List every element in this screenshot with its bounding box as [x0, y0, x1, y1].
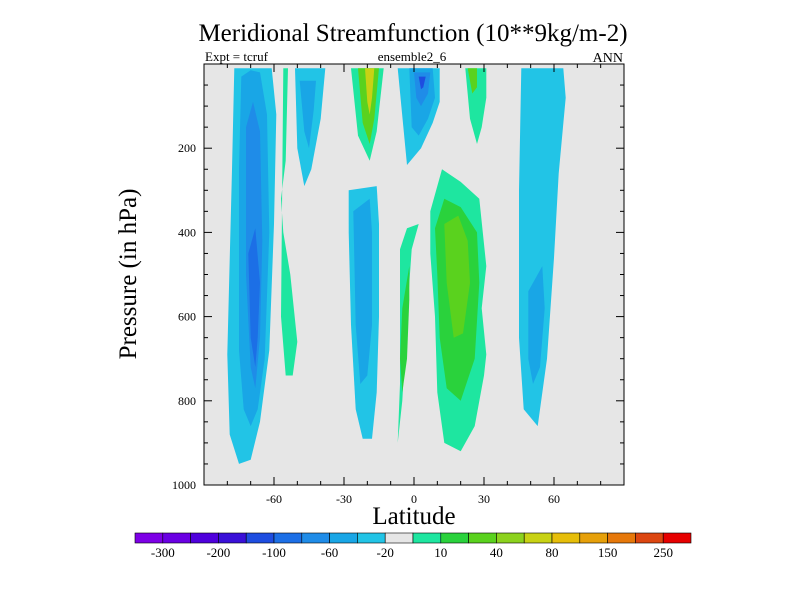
contour-region-13 — [414, 72, 431, 107]
colorbar-label: 150 — [598, 545, 618, 560]
contour-region-23 — [444, 215, 470, 338]
contour-region-7 — [299, 80, 316, 149]
chart-title: Meridional Streamfunction (10**9kg/m-2) — [198, 20, 627, 47]
x-tick-label: -60 — [266, 492, 282, 506]
colorbar-swatch — [162, 532, 191, 544]
contour-region-15 — [465, 68, 487, 144]
contour-region-16 — [467, 68, 477, 94]
contour-region-25 — [528, 266, 545, 384]
y-tick-label: 200 — [178, 141, 196, 155]
experiment-label: Expt = tcruf — [205, 49, 269, 64]
colorbar-label: 80 — [546, 545, 559, 560]
ensemble-label: ensemble2_6 — [378, 49, 447, 64]
y-tick-label: 600 — [178, 310, 196, 324]
contour-region-10 — [365, 68, 375, 115]
colorbar-label: -60 — [321, 545, 338, 560]
colorbar-label: 40 — [490, 545, 503, 560]
colorbar-swatch — [357, 532, 386, 544]
colorbar-swatch — [412, 532, 442, 544]
x-tick-label: -30 — [336, 492, 352, 506]
contour-region-19 — [397, 224, 419, 443]
colorbar-swatch — [384, 532, 414, 544]
y-axis-label: Pressure (in hPa) — [115, 189, 142, 360]
colorbar-swatch — [468, 532, 497, 544]
colorbar-label: -20 — [377, 545, 394, 560]
colorbar-swatch — [273, 532, 303, 544]
y-tick-label: 1000 — [172, 478, 196, 492]
colorbar-swatch — [496, 532, 525, 544]
colorbar-swatch — [551, 532, 581, 544]
colorbar-swatch — [579, 532, 608, 544]
colorbar-label: 250 — [653, 545, 673, 560]
colorbar: -300 -200 -100 -60 -20 10 40 80 150 250 — [134, 532, 692, 560]
plot-area: -60 -30 0 30 60 200 400 600 800 1000 — [172, 63, 625, 506]
colorbar-label: -300 — [151, 545, 175, 560]
colorbar-swatch — [134, 532, 164, 544]
x-tick-label: 0 — [411, 492, 417, 506]
y-tick-label: 800 — [178, 394, 196, 408]
colorbar-swatch — [440, 532, 469, 544]
x-tick-label: 60 — [548, 492, 560, 506]
x-axis-label: Latitude — [372, 503, 455, 530]
colorbar-swatch — [329, 532, 358, 544]
contour-region-14 — [418, 76, 426, 90]
colorbar-swatch — [523, 532, 553, 544]
colorbar-label: 10 — [434, 545, 447, 560]
colorbar-swatch — [245, 532, 275, 544]
colorbar-swatch — [190, 532, 219, 544]
colorbar-swatch — [301, 532, 330, 544]
season-label: ANN — [593, 51, 623, 66]
colorbar-swatch — [607, 532, 636, 544]
colorbar-swatch — [218, 532, 247, 544]
x-axis-ticks: -60 -30 0 30 60 — [226, 64, 602, 506]
x-tick-label: 30 — [478, 492, 490, 506]
colorbar-swatch — [662, 532, 692, 544]
colorbar-swatch — [635, 532, 664, 544]
y-tick-label: 400 — [178, 225, 196, 239]
contour-region-18 — [353, 198, 372, 384]
y-axis-ticks: 200 400 600 800 1000 — [172, 84, 624, 492]
colorbar-label: -100 — [262, 545, 286, 560]
colorbar-label: -200 — [206, 545, 230, 560]
contour-region-5 — [281, 68, 298, 376]
contour-fills — [227, 68, 566, 464]
contour-region-4 — [248, 228, 260, 368]
contour-region-20 — [400, 266, 410, 393]
